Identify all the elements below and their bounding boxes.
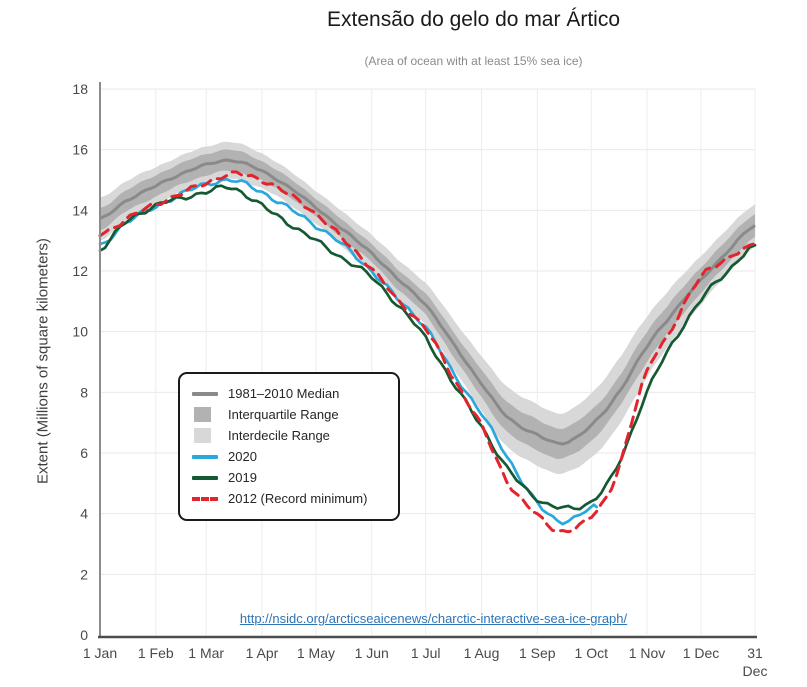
y-tick-label: 4 [80,506,88,522]
legend-label: 2012 (Record minimum) [228,491,368,506]
x-tick-label: 1 Jul [411,645,441,661]
x-tick-label: 1 Apr [246,645,279,661]
series-line-2019 [98,184,757,511]
y-tick-label: 16 [72,142,88,158]
median-line [99,158,756,446]
x-tick-label: 1 Mar [188,645,224,661]
y-tick-label: 2 [80,566,88,582]
legend: 1981–2010 Median Interquartile Range Inter… [178,372,400,521]
legend-swatch-box [194,428,211,443]
legend-item-1981-2010-median: 1981–2010 Median [192,383,388,404]
x-tick-label: 1 Nov [629,645,666,661]
legend-label: 1981–2010 Median [228,386,340,401]
x-tick-label: 1 May [297,645,335,661]
legend-item-interdecile-range: Interdecile Range [192,425,388,446]
y-tick-label: 14 [72,202,88,218]
series-line-2020 [98,177,598,526]
legend-swatch-line [192,454,218,459]
y-tick-label: 12 [72,263,88,279]
y-tick-label: 8 [80,384,88,400]
legend-swatch-line [192,391,218,396]
legend-item-interquartile-range: Interquartile Range [192,404,388,425]
legend-label: Interquartile Range [228,407,339,422]
x-tick-label: 1 Dec [683,645,720,661]
legend-swatch-box [194,407,211,422]
y-tick-label: 6 [80,445,88,461]
x-tick-label: 1 Aug [464,645,500,661]
y-tick-label: 0 [80,627,88,643]
x-tick-label: Dec [743,663,768,679]
y-tick-label: 10 [72,324,88,340]
legend-swatch-line [192,475,218,480]
source-link[interactable]: http://nsidc.org/arcticseaicenews/charct… [239,611,628,626]
legend-label: 2019 [228,470,257,485]
y-tick-label: 18 [72,81,88,97]
legend-swatch-line [192,496,218,501]
x-tick-label: 1 Jan [83,645,117,661]
interquartile-range-band [100,149,755,460]
series-line-2012 [98,170,757,534]
page-title: Extensão do gelo do mar Ártico [327,8,620,31]
x-tick-label: 1 Jun [355,645,389,661]
legend-item-2019: 2019 [192,467,388,488]
legend-label: 2020 [228,449,257,464]
x-tick-label: 1 Oct [575,645,609,661]
chart-subtitle: (Area of ocean with at least 15% sea ice… [364,54,583,68]
x-tick-label: 31 [747,645,763,661]
legend-item-2012-record-minimum: 2012 (Record minimum) [192,488,388,509]
legend-label: Interdecile Range [228,428,330,443]
x-tick-label: 1 Sep [519,645,556,661]
x-tick-label: 1 Feb [138,645,174,661]
legend-item-2020: 2020 [192,446,388,467]
